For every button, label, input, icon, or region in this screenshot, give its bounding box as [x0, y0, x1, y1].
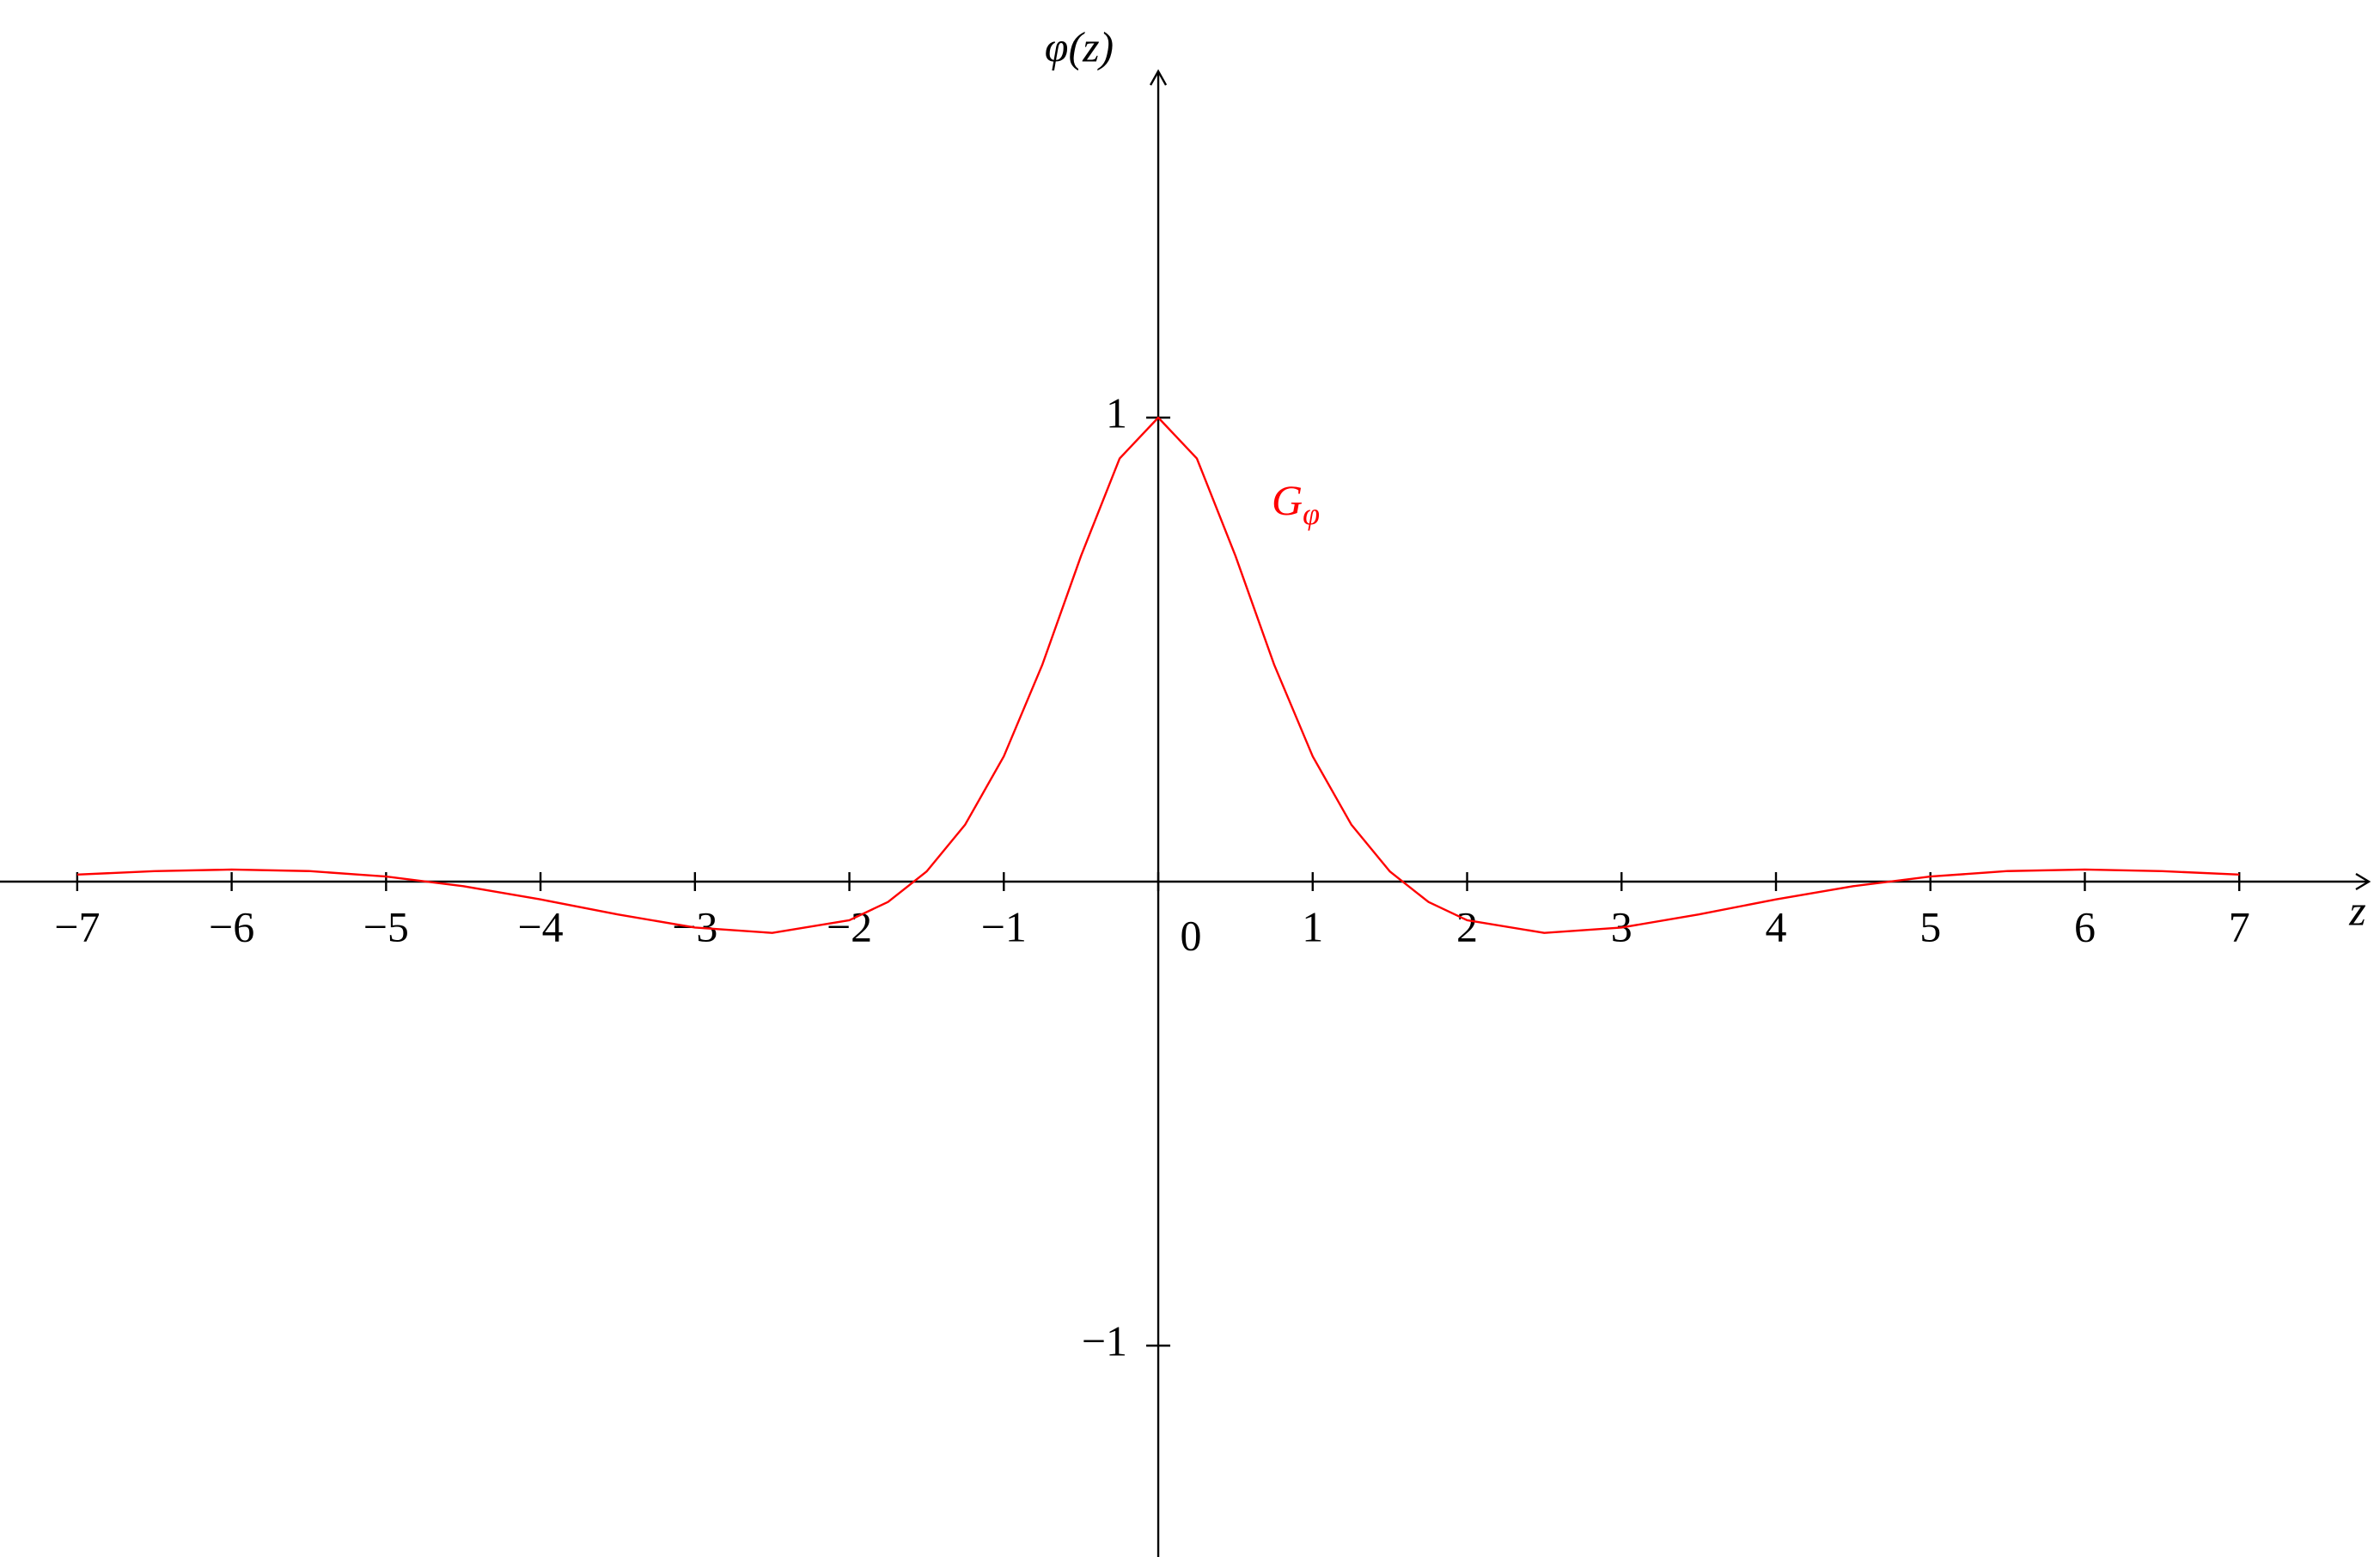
x-axis-label: z — [2348, 886, 2365, 934]
x-tick-label: 0 — [1181, 911, 1202, 959]
data-line — [76, 416, 2240, 934]
x-tick-label: −7 — [54, 902, 100, 950]
x-tick-label: 5 — [1919, 902, 1941, 950]
x-tick-label: 7 — [2229, 902, 2250, 950]
x-tick-label: −4 — [517, 902, 563, 950]
x-axis-arrow — [2355, 872, 2371, 891]
y-axis-arrow — [1150, 69, 1168, 86]
y-tick-label: 1 — [1106, 388, 1127, 437]
x-tick-label: 1 — [1302, 902, 1323, 950]
x-tick-label: 2 — [1456, 902, 1478, 950]
curve-annotation: Gφ — [1272, 476, 1320, 531]
y-axis-label: φ(z) — [1045, 22, 1114, 70]
annotation-text: G — [1272, 476, 1303, 524]
x-tick-label: 6 — [2074, 902, 2096, 950]
x-tick-label: −1 — [981, 902, 1027, 950]
x-tick-label: −6 — [209, 902, 254, 950]
x-tick-label: 4 — [1766, 902, 1787, 950]
y-tick-label: −1 — [1082, 1316, 1127, 1365]
annotation-subscript: φ — [1303, 497, 1320, 531]
x-tick-label: −2 — [827, 902, 872, 950]
x-tick-label: −5 — [363, 902, 409, 950]
